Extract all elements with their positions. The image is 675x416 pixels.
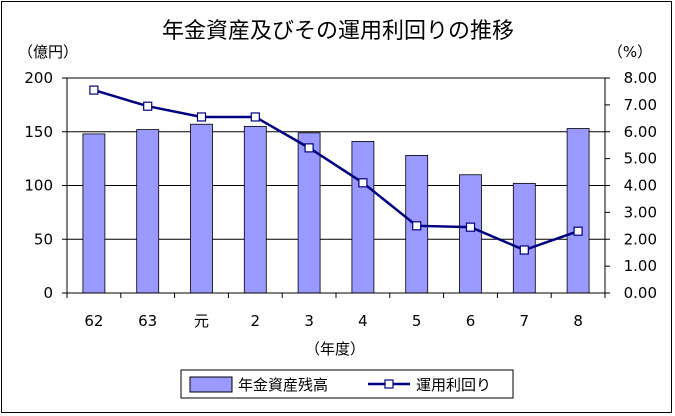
- y-right-tick-label: 0.00: [624, 284, 657, 302]
- plot-area: 0 50 100 150 200 0.00 1.00 2.00 3.00 4.00 5.00 6.00…: [24, 69, 657, 330]
- legend-bar-label: 年金資産残高: [238, 376, 328, 394]
- bar: [351, 141, 375, 294]
- bar: [190, 123, 213, 294]
- line-point: [143, 101, 153, 111]
- x-tick-label: 63: [138, 312, 157, 330]
- line-point: [304, 143, 314, 153]
- line-point: [250, 112, 260, 122]
- x-tick-label: 62: [84, 312, 103, 330]
- x-tick-label: 8: [573, 312, 583, 330]
- x-tick-label: 2: [251, 312, 261, 330]
- legend-line-label: 運用利回り: [416, 376, 491, 394]
- y-right-axis-label: （%）: [608, 43, 652, 61]
- x-tick-label: 4: [358, 312, 368, 330]
- y-left-axis-label: （億円）: [18, 43, 78, 61]
- y-left-tick-label: 150: [24, 123, 53, 141]
- x-tick-label: 5: [412, 312, 422, 330]
- y-right-tick-label: 5.00: [624, 150, 657, 168]
- line-point: [465, 222, 476, 232]
- y-left-tick-label: 200: [24, 69, 53, 87]
- bar: [243, 125, 267, 294]
- line-point: [573, 226, 583, 236]
- x-tick-label: 6: [466, 312, 476, 330]
- y-right-tick-label: 8.00: [624, 69, 657, 87]
- legend-line-marker: [384, 379, 394, 389]
- y-left-tick-label: 0: [43, 284, 53, 302]
- bar: [297, 132, 321, 294]
- y-right-tick-label: 1.00: [624, 257, 657, 275]
- chart-title: 年金資産及びその運用利回りの推移: [162, 19, 514, 44]
- line-point: [196, 112, 207, 122]
- y-right-tick-label: 3.00: [624, 203, 657, 221]
- x-tick-label: 7: [520, 312, 530, 330]
- legend-bar-swatch: [189, 376, 233, 393]
- line-point: [412, 221, 422, 231]
- bar: [512, 182, 536, 294]
- y-left-tick-label: 50: [34, 230, 53, 248]
- line-point: [89, 85, 99, 95]
- y-right-tick-label: 6.00: [624, 123, 657, 141]
- line-point: [519, 245, 529, 255]
- bar: [136, 129, 160, 294]
- bar: [459, 174, 482, 294]
- x-tick-label: 元: [194, 312, 209, 330]
- y-right-tick-label: 2.00: [624, 230, 657, 248]
- bar: [82, 133, 106, 294]
- legend: 年金資産残高 運用利回り: [180, 369, 514, 399]
- x-tick-label: 3: [304, 312, 314, 330]
- bar: [566, 128, 590, 294]
- x-axis-label: （年度）: [305, 340, 365, 358]
- line-point: [358, 178, 368, 188]
- y-right-tick-label: 7.00: [624, 96, 657, 114]
- legend-box: [180, 369, 514, 399]
- line-series: [93, 88, 579, 252]
- y-right-tick-label: 4.00: [624, 177, 657, 195]
- y-left-tick-label: 100: [24, 177, 53, 195]
